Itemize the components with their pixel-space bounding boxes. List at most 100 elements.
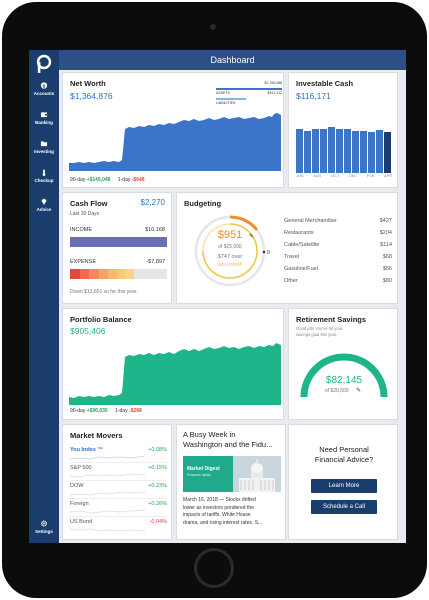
table-row[interactable]: S&P 500 +0.15% [70, 463, 167, 481]
legend-assets-value: $1,706,088 [264, 81, 282, 85]
legend-assets-label: ASSETS [216, 91, 230, 95]
sidebar-item-label: Banking [35, 120, 53, 125]
cash-flow-period: Last 30 Days [70, 211, 100, 217]
index-change: +0.15% [148, 465, 167, 471]
page-title: Dashboard [59, 50, 406, 70]
cash-flow-value: $2,270 [140, 198, 165, 207]
advice-heading-line: Financial Advice? [314, 455, 374, 464]
news-body-line: March 16, 2018 — Stocks drifted [183, 497, 256, 503]
category-name: Gasoline/Fuel [284, 266, 318, 272]
income-value: $10,168 [145, 227, 165, 233]
index-change: +0.26% [148, 501, 167, 507]
budgeting-card[interactable]: Budgeting $951 ✎ of $15,000 $747 over la… [176, 192, 398, 304]
home-button[interactable] [194, 548, 234, 588]
table-row[interactable]: US Bond -0.04% [70, 517, 167, 535]
logo-icon[interactable] [35, 54, 53, 74]
net-worth-chart [69, 113, 281, 171]
list-item[interactable]: Gasoline/Fuel $56 [284, 266, 392, 278]
edit-icon[interactable]: ✎ [356, 388, 362, 394]
list-item[interactable]: Travel $68 [284, 254, 392, 266]
expense-value: -$7,897 [146, 259, 165, 265]
news-image-subtitle: Personal Capital [187, 473, 211, 477]
market-movers-card[interactable]: Market Movers You Index ™ +0.08% S&P 500… [62, 424, 172, 540]
list-item[interactable]: Restaurants $204 [284, 230, 392, 242]
index-change: +0.08% [148, 447, 167, 453]
budgeting-title: Budgeting [184, 199, 222, 208]
list-item[interactable]: General Merchandise $427 [284, 218, 392, 230]
lightbulb-icon [40, 198, 48, 205]
budget-spent: $951 [217, 229, 243, 241]
investable-cash-chart [296, 127, 391, 173]
one-day-label: 1-day [117, 177, 131, 183]
retirement-subtitle-1: Good job! You've hit your [296, 326, 343, 331]
month-label: APR [384, 174, 392, 178]
index-name: US Bond [70, 519, 93, 525]
retirement-savings-card[interactable]: Retirement Savings Good job! You've hit … [288, 308, 398, 420]
category-name: General Merchandise [284, 218, 337, 224]
retirement-target: of $20,500 [325, 388, 349, 394]
sidebar-item-label: Investing [34, 149, 54, 154]
index-name: S&P 500 [70, 465, 92, 471]
budget-gauge [194, 215, 266, 287]
investable-cash-value: $116,171 [296, 91, 331, 101]
month-axis: JUN AUG OCT DEC FEB APR [296, 174, 392, 178]
edit-icon[interactable]: ✎ [249, 234, 255, 240]
month-label: JUN [296, 174, 304, 178]
news-headline-line: A Busy Week in [183, 430, 236, 439]
index-name: You Index ™ [70, 447, 103, 453]
category-amount: $114 [380, 242, 392, 248]
list-item[interactable]: Other $80 [284, 278, 392, 290]
ninety-day-change: +$145,048 [86, 177, 111, 183]
sidebar-item-advice[interactable]: Advice [29, 198, 59, 212]
income-label: INCOME [70, 227, 92, 233]
net-worth-card[interactable]: Net Worth $1,364,876 ASSETS $1,706,088 L… [62, 72, 284, 188]
investable-cash-card[interactable]: Investable Cash $116,171 JUN AUG OCT [288, 72, 398, 188]
category-amount: $80 [382, 278, 392, 284]
news-body: March 16, 2018 — Stocks drifted lower as… [183, 497, 283, 527]
news-image[interactable]: Market Digest Personal Capital [183, 456, 281, 492]
ninety-day-label: 90-day [70, 408, 86, 414]
budget-total: of $15,000 [218, 244, 242, 250]
legend-assets-bar [216, 88, 282, 90]
table-row[interactable]: DOW +0.23% [70, 481, 167, 499]
income-bar [70, 237, 167, 247]
budget-over-label: last month [217, 262, 243, 268]
news-headline[interactable]: A Busy Week in Washington and the Fidu..… [183, 430, 272, 449]
news-image-title: Market Digest [187, 466, 220, 472]
app-screen: $ Accounts Banking Investing Checkup Adv… [29, 50, 406, 543]
learn-more-button[interactable]: Learn More [311, 479, 377, 493]
budget-category-list: General Merchandise $427 Restaurants $204 … [284, 218, 392, 290]
sidebar-item-label: Accounts [33, 91, 55, 96]
table-row[interactable]: Foreign +0.26% [70, 499, 167, 517]
portfolio-balance-card[interactable]: Portfolio Balance $905,406 90-day +$96,0… [62, 308, 284, 420]
svg-text:$: $ [43, 83, 46, 89]
news-body-line: impacts of tariffs, White House [183, 512, 251, 518]
sidebar-item-investing[interactable]: Investing [29, 140, 59, 154]
schedule-call-button[interactable]: Schedule a Call [311, 500, 377, 514]
one-day-label: 1-day [115, 408, 128, 414]
index-name: Foreign [70, 501, 89, 507]
sidebar-item-banking[interactable]: Banking [29, 111, 59, 125]
advice-heading-line: Need Personal [319, 445, 369, 454]
sidebar-item-accounts[interactable]: $ Accounts [29, 82, 59, 96]
one-day-change: -$268 [128, 408, 142, 414]
cash-flow-card[interactable]: Cash Flow $2,270 Last 30 Days INCOME $10… [62, 192, 172, 304]
category-name: Travel [284, 254, 300, 260]
legend-liabilities-value: $341,212 [267, 91, 282, 95]
wallet-icon [40, 112, 48, 118]
category-amount: $56 [382, 266, 392, 272]
day-marker: 9 [267, 250, 270, 256]
net-worth-value: $1,364,876 [70, 91, 113, 101]
expense-bar [70, 269, 167, 279]
index-change: -0.04% [149, 519, 167, 525]
list-item[interactable]: Cable/Satellite $114 [284, 242, 392, 254]
table-row[interactable]: You Index ™ +0.08% [70, 445, 167, 463]
sidebar-item-settings[interactable]: Settings [29, 520, 59, 534]
ninety-day-label: 90-day [70, 177, 86, 183]
news-card[interactable]: A Busy Week in Washington and the Fidu..… [176, 424, 286, 540]
cash-flow-footnote: Down $13,651 so far this year. [70, 289, 138, 295]
capitol-image [233, 456, 281, 492]
sidebar-item-checkup[interactable]: Checkup [29, 169, 59, 183]
legend-liabilities-bar [216, 98, 246, 100]
category-name: Cable/Satellite [284, 242, 320, 248]
